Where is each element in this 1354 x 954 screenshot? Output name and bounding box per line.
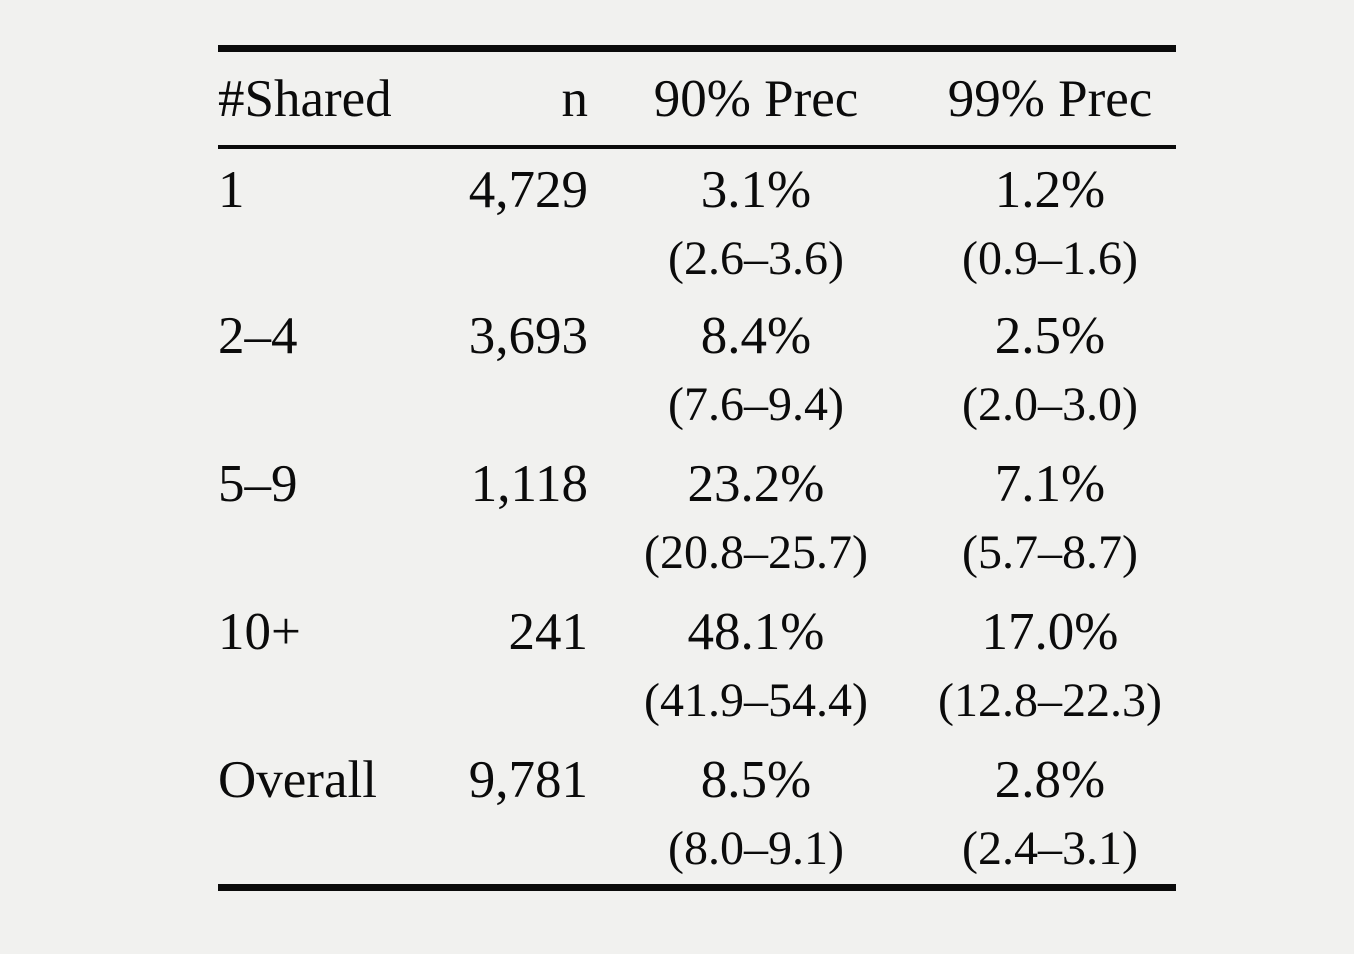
table-row: 1 4,729 3.1% (2.6–3.6) 1.2% (0.9–1.6) [218,147,1176,295]
header-row: #Shared n 90% Prec 99% Prec [218,49,1176,147]
prec99-value: 2.8% [994,751,1106,809]
table-header: #Shared n 90% Prec 99% Prec [218,49,1176,147]
prec90-confidence-interval: (20.8–25.7) [644,526,868,579]
prec90-confidence-interval: (8.0–9.1) [668,822,844,875]
prec90-value: 48.1% [687,603,825,661]
header-n: n [561,69,589,128]
table-row: 2–4 3,693 8.4% (7.6–9.4) 2.5% (2.0–3.0) [218,295,1176,443]
n-value: 3,693 [468,307,588,365]
shared-value: 2–4 [218,307,298,365]
prec99-confidence-interval: (0.9–1.6) [962,232,1138,285]
prec90-value: 3.1% [700,161,812,219]
prec99-confidence-interval: (2.4–3.1) [962,822,1138,875]
prec99-value: 2.5% [994,307,1106,365]
n-value: 4,729 [468,161,588,219]
n-value: 9,781 [468,751,588,809]
n-value: 241 [508,603,589,661]
header-prec90: 90% Prec [653,69,859,128]
prec90-confidence-interval: (41.9–54.4) [644,674,868,727]
prec90-value: 8.4% [700,307,812,365]
precision-table: #Shared n 90% Prec 99% Prec 1 4,729 3.1%… [218,45,1176,891]
prec90-confidence-interval: (7.6–9.4) [668,378,844,431]
prec99-confidence-interval: (5.7–8.7) [962,526,1138,579]
prec99-value: 7.1% [994,455,1106,513]
table-row: Overall 9,781 8.5% (8.0–9.1) 2.8% (2.4–3… [218,739,1176,887]
prec90-value: 8.5% [700,751,812,809]
table-body: 1 4,729 3.1% (2.6–3.6) 1.2% (0.9–1.6) 2–… [218,147,1176,887]
prec99-confidence-interval: (2.0–3.0) [962,378,1138,431]
header-prec99: 99% Prec [947,69,1153,128]
table-row: 5–9 1,118 23.2% (20.8–25.7) 7.1% (5.7–8.… [218,443,1176,591]
n-value: 1,118 [470,455,588,513]
shared-value: Overall [218,751,377,809]
shared-value: 5–9 [218,455,298,513]
prec99-value: 1.2% [994,161,1106,219]
table-row: 10+ 241 48.1% (41.9–54.4) 17.0% (12.8–22… [218,591,1176,739]
shared-value: 1 [218,161,245,219]
prec90-confidence-interval: (2.6–3.6) [668,232,844,285]
prec99-confidence-interval: (12.8–22.3) [938,674,1162,727]
shared-value: 10+ [218,603,301,661]
precision-table-figure: #Shared n 90% Prec 99% Prec 1 4,729 3.1%… [218,45,1176,891]
prec99-value: 17.0% [981,603,1119,661]
header-shared: #Shared [218,69,392,128]
prec90-value: 23.2% [687,455,825,513]
